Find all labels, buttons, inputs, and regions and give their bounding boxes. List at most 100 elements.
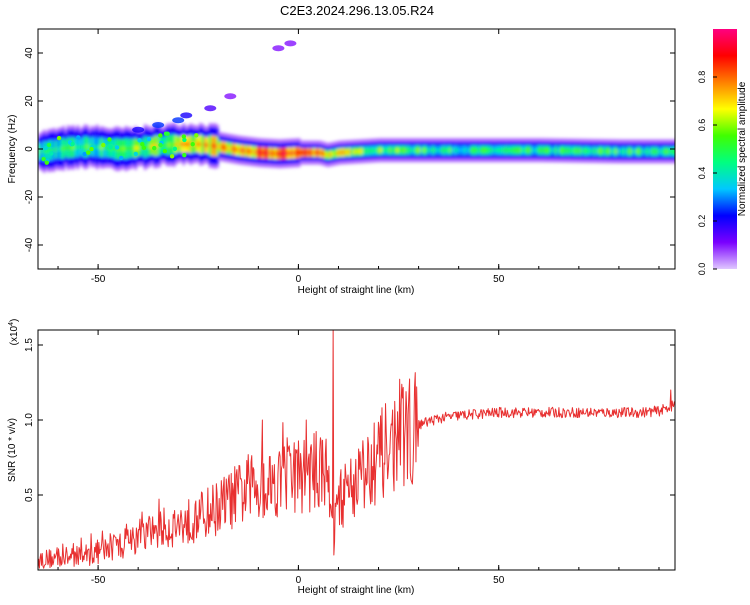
spectrogram-cell: [653, 149, 657, 154]
spectrogram-cell: [328, 152, 332, 157]
spectrogram-cell: [619, 149, 623, 154]
spectrogram-cell: [650, 149, 654, 154]
spectrogram-cell: [451, 148, 455, 153]
spectrogram-blob: [194, 133, 199, 138]
spectrogram-cell: [477, 148, 481, 153]
spectrogram-cell: [453, 148, 457, 153]
spectrogram-cell: [230, 146, 234, 151]
spectrogram-cell: [528, 148, 532, 153]
spectrogram-cell: [376, 148, 380, 153]
spectrogram-cell: [86, 144, 90, 149]
spectrogram-cell: [427, 148, 431, 153]
colorbar: 0.0 0.2 0.4 0.6 0.8 Normalized spectral ampl…: [697, 29, 748, 275]
spectrogram-cell: [590, 149, 594, 153]
spectrogram-cell: [574, 148, 578, 153]
spectrogram-cell: [569, 148, 573, 153]
spectrogram-cell: [314, 150, 318, 155]
spectrogram-cell: [372, 148, 376, 153]
spectrogram-cell: [441, 148, 445, 153]
spectrogram-cell: [297, 150, 301, 155]
snr-x-tick-label: 0: [296, 575, 302, 586]
spectrogram-blob: [49, 151, 54, 156]
spectrogram-cell: [239, 148, 243, 153]
spectrogram-cell: [557, 148, 561, 153]
spectrogram-cell: [598, 149, 602, 154]
spectrogram-cell: [105, 145, 109, 150]
snr-panel: -50 0 50 0.5 1.0 1.5 (x104) Height of straig…: [7, 319, 676, 596]
spectrogram-cell: [622, 149, 626, 154]
spectrogram-cell: [415, 148, 419, 153]
spectrogram-cell: [256, 150, 260, 155]
spectrogram-cell: [184, 142, 188, 147]
figure-title: C2E3.2024.296.13.05.R24: [280, 3, 434, 18]
spectrogram-cell: [196, 142, 200, 147]
spectrogram-cell: [340, 150, 344, 155]
spectrogram-blob: [146, 136, 152, 142]
snr-x-tick-label: 50: [493, 575, 505, 586]
spectrogram-cell: [482, 148, 486, 153]
spectrogram-cell: [672, 149, 675, 154]
spectrogram-cell: [177, 142, 181, 147]
spectrogram-blob: [89, 146, 94, 152]
spectrogram-y-tick-label: 20: [24, 95, 35, 107]
spectrogram-cell: [307, 150, 311, 155]
spectrogram-cell: [396, 148, 400, 153]
spectrogram-blob: [224, 93, 237, 100]
spectrogram-cell: [533, 148, 537, 153]
spectrogram-cell: [408, 148, 412, 153]
spectrogram-cell: [501, 148, 505, 153]
spectrogram-cell: [95, 145, 99, 149]
spectrogram-cell: [648, 149, 652, 154]
spectrogram-cell: [655, 149, 659, 154]
snr-x-ticks: -50 0 50: [57, 330, 660, 586]
snr-x-tick-label: -50: [91, 575, 106, 586]
snr-y-tick-label: 0.5: [24, 488, 35, 502]
spectrogram-cell: [213, 144, 217, 148]
spectrogram-cell: [218, 144, 222, 149]
spectrogram-cell: [50, 148, 54, 153]
spectrogram-blob: [41, 156, 46, 162]
spectrogram-cell: [516, 148, 520, 153]
spectrogram-cell: [62, 146, 66, 151]
spectrogram-cell: [583, 148, 587, 153]
spectrogram-cell: [194, 142, 198, 147]
spectrogram-cell: [605, 149, 609, 154]
spectrogram-cell: [153, 144, 157, 148]
spectrogram-cell: [614, 149, 618, 154]
spectrogram-blob: [141, 145, 147, 151]
spectrogram-blob: [204, 105, 217, 112]
spectrogram-y-tick-label: -20: [24, 189, 35, 204]
colorbar-gradient: [713, 29, 737, 269]
spectrogram-blob: [158, 142, 163, 148]
spectrogram-cell: [631, 149, 635, 154]
spectrogram-cell: [470, 148, 474, 153]
spectrogram-cell: [636, 149, 640, 154]
snr-multiplier-base: (x10: [9, 325, 20, 345]
spectrogram-cell: [348, 150, 352, 154]
spectrogram-cell: [602, 149, 606, 154]
spectrogram-cell: [429, 148, 433, 153]
spectrogram-cell: [172, 142, 176, 147]
spectrogram-cell: [232, 147, 236, 152]
spectrogram-cell: [393, 148, 397, 153]
spectrogram-cell: [535, 148, 539, 153]
spectrogram-cell: [57, 147, 61, 152]
spectrogram-cell: [40, 149, 44, 154]
spectrogram-cell: [138, 145, 142, 150]
spectrogram-cell: [458, 148, 462, 153]
spectrogram-cell: [119, 146, 123, 151]
spectrogram-panel: -50 0 50 -40 -20 0 20 40 Height of straight li…: [7, 28, 676, 296]
spectrogram-cell: [117, 147, 121, 151]
spectrogram-y-ticks: -40 -20 0 20 40: [24, 47, 675, 252]
spectrogram-blob: [76, 135, 81, 140]
spectrogram-cell: [437, 148, 441, 153]
spectrogram-cell: [300, 150, 304, 155]
spectrogram-cells: [38, 122, 675, 173]
colorbar-tick-label: 0.2: [697, 215, 707, 228]
spectrogram-blob: [114, 145, 120, 150]
spectrogram-blob: [152, 145, 157, 151]
spectrogram-cell: [586, 148, 590, 153]
spectrogram-blob: [163, 131, 169, 136]
spectrogram-cell: [364, 149, 368, 153]
